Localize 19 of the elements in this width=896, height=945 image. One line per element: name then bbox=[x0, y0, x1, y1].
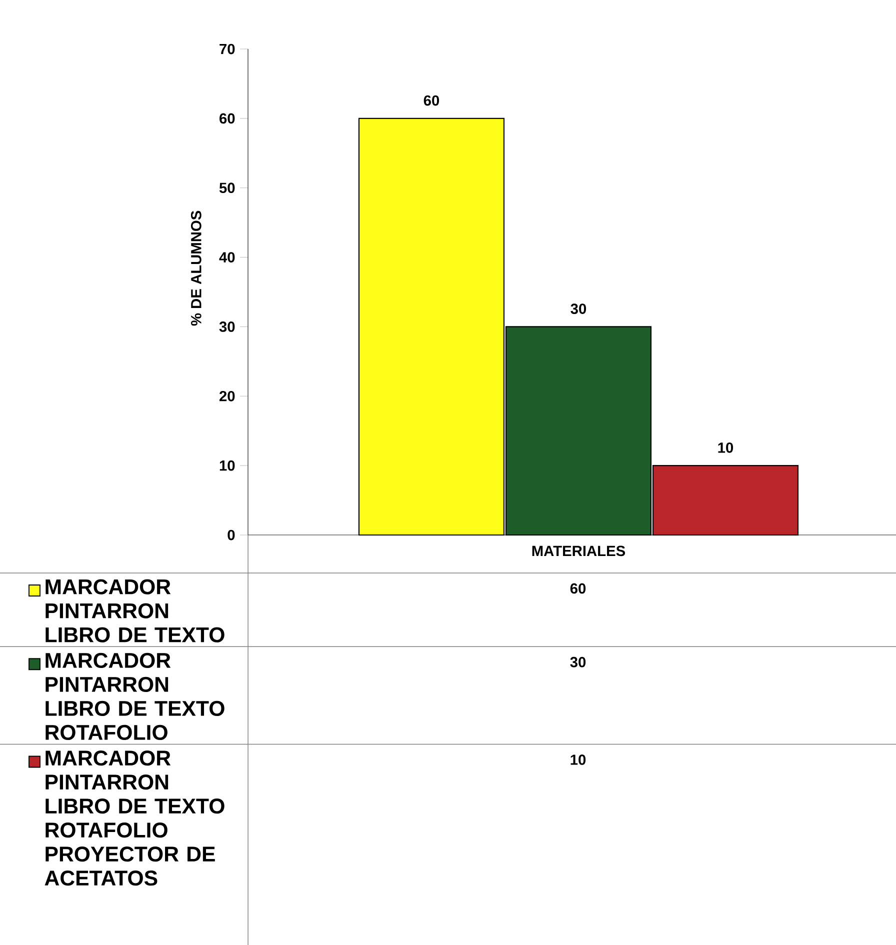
data-label: 10 bbox=[718, 442, 734, 453]
legend-label: MARCADOR PINTARRON LIBRO DE TEXTO bbox=[46, 579, 224, 642]
y-tick-label: 40 bbox=[219, 252, 235, 262]
text: 30 bbox=[570, 656, 586, 668]
legend-label: MARCADOR PINTARRON LIBRO DE TEXTO ROTAFOLIO bbox=[46, 652, 224, 740]
y-tick-label: 0 bbox=[228, 530, 235, 540]
data-label: 30 bbox=[570, 304, 586, 314]
y-tick-label: 70 bbox=[220, 44, 235, 54]
x-tick-label: MATERIALES bbox=[532, 546, 626, 556]
y-tick-label: 50 bbox=[219, 182, 235, 194]
text: 10 bbox=[570, 754, 586, 765]
y-tick-label: 20 bbox=[219, 390, 235, 402]
y-tick-label: 60 bbox=[220, 113, 235, 124]
data-label: 60 bbox=[424, 95, 440, 106]
y-tick-label: 10 bbox=[220, 460, 235, 471]
y-tick-label: 30 bbox=[219, 322, 235, 332]
y-axis-title: % DE ALUMNOS bbox=[190, 210, 202, 326]
text: 60 bbox=[570, 583, 586, 594]
legend-label: MARCADOR PINTARRON LIBRO DE TEXTO ROTAFOLIO PROYECTOR DE ACETATOS bbox=[44, 750, 224, 886]
